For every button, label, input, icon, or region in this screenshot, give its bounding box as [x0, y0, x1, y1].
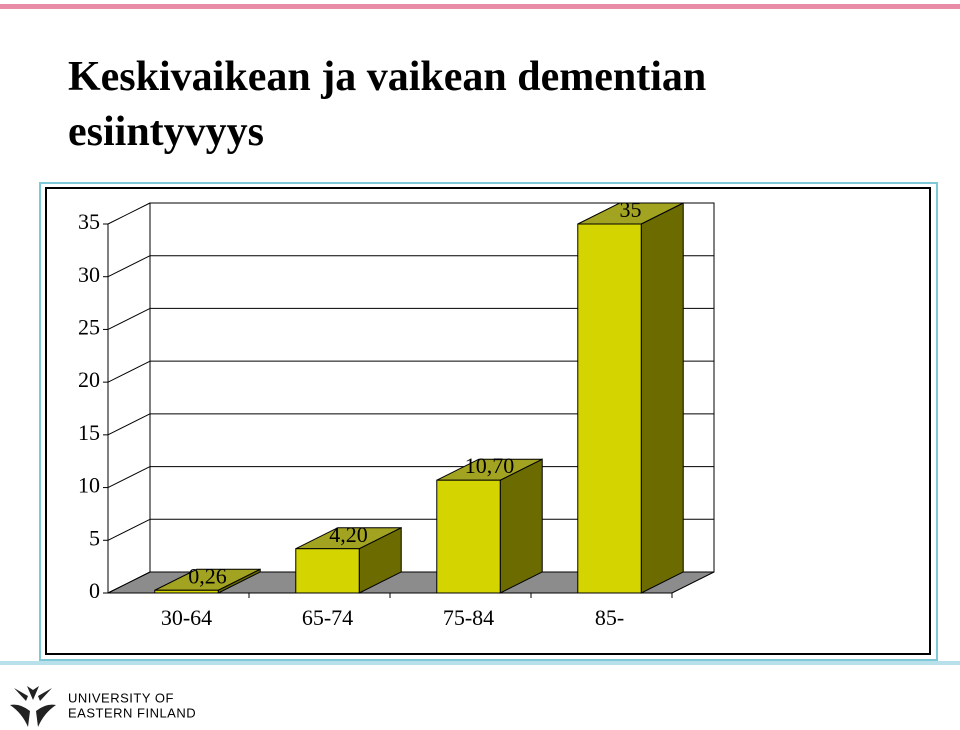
x-tick-label: 65-74	[302, 605, 353, 630]
bar	[295, 548, 360, 594]
chart-frame	[39, 182, 938, 661]
bar-side	[499, 458, 543, 594]
y-tick-label: 35	[78, 209, 100, 234]
bar	[577, 223, 642, 594]
y-tick-label: 20	[78, 367, 100, 392]
grid-line	[107, 571, 151, 594]
y-tick-label: 0	[89, 578, 100, 603]
logo-text: UNIVERSITY OF	[68, 690, 174, 705]
grid-line	[107, 413, 151, 436]
logo-text: EASTERN FINLAND	[68, 705, 196, 720]
value-label: 10,70	[465, 453, 515, 478]
x-tick-label: 85-	[595, 605, 624, 630]
slide-title: Keskivaikean ja vaikean dementian esiint…	[68, 54, 707, 155]
x-tick-label: 75-84	[443, 605, 494, 630]
grid-line	[107, 307, 151, 330]
grid-line	[107, 518, 151, 541]
bar-side	[640, 202, 684, 594]
x-tick-label: 30-64	[161, 605, 212, 630]
grid-line	[107, 360, 151, 383]
grid-line	[107, 202, 151, 225]
y-tick-label: 25	[78, 314, 100, 339]
top-stripe	[0, 4, 960, 9]
y-tick-label: 15	[78, 420, 100, 445]
bar	[154, 589, 219, 594]
value-label: 35	[620, 197, 642, 222]
logo-icon	[10, 686, 56, 727]
chart-border	[45, 187, 931, 655]
grid-line	[107, 255, 151, 278]
bottom-stripe	[0, 661, 960, 665]
value-label: 0,26	[188, 563, 227, 588]
grid-line	[107, 466, 151, 489]
value-label: 4,20	[329, 522, 368, 547]
y-tick-label: 5	[89, 525, 100, 550]
y-tick-label: 10	[78, 473, 100, 498]
y-tick-label: 30	[78, 262, 100, 287]
bar	[436, 479, 501, 594]
